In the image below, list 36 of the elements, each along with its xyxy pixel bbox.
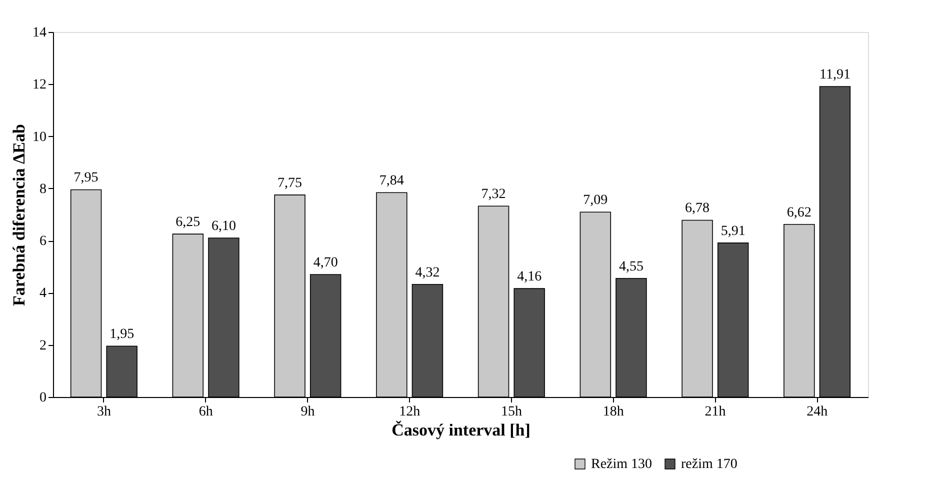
y-tick-label: 8 — [40, 182, 46, 197]
data-label: 7,95 — [74, 170, 98, 186]
data-label: 4,32 — [415, 265, 440, 280]
data-label: 5,91 — [720, 224, 746, 239]
y-tick-label: 0 — [40, 390, 46, 406]
y-tick-label: 4 — [40, 286, 46, 302]
x-tick-label: 9h — [300, 404, 315, 420]
data-label: 6,25 — [176, 215, 200, 230]
x-tick-label: 6h — [198, 404, 213, 420]
data-label: 1,95 — [110, 327, 134, 342]
y-tick-label: 10 — [32, 130, 46, 145]
y-tick-label: 6 — [40, 234, 46, 250]
y-tick-label: 12 — [32, 78, 46, 93]
x-tick-label: 3h — [96, 404, 111, 420]
data-label: 7,32 — [481, 187, 506, 202]
data-label: 7,75 — [278, 176, 302, 191]
data-label: 7,84 — [379, 174, 404, 189]
y-axis-title: Farebná diferencia ΔEab — [10, 124, 28, 306]
x-tick-label: 24h — [806, 404, 828, 420]
data-label: 6,78 — [685, 201, 710, 216]
data-label: 4,55 — [618, 259, 644, 274]
data-label: 4,16 — [517, 270, 542, 285]
legend-label: režim 170 — [681, 457, 738, 472]
legend-label: Režim 130 — [591, 457, 652, 472]
x-tick-label: 18h — [602, 404, 624, 420]
data-label: 11,91 — [819, 67, 850, 82]
data-label: 4,70 — [313, 255, 338, 270]
x-tick-label: 12h — [399, 404, 420, 420]
data-label: 7,09 — [583, 193, 608, 208]
data-label: 6,10 — [211, 218, 236, 234]
x-tick-label: 15h — [500, 404, 522, 420]
x-axis-title: Časový interval [h] — [392, 420, 530, 440]
y-tick-label: 2 — [40, 338, 46, 354]
data-label: 6,62 — [786, 205, 812, 220]
x-tick-label: 21h — [704, 404, 726, 420]
y-tick-label: 14 — [32, 26, 46, 40]
